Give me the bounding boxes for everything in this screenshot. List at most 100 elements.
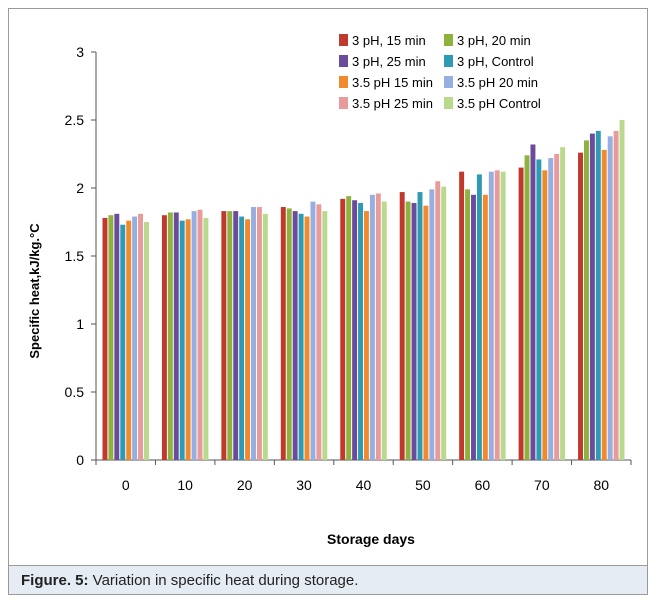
x-tick-label: 80 xyxy=(593,477,609,493)
bar xyxy=(536,159,542,460)
legend-entry: 3.5 pH Control xyxy=(457,96,541,111)
legend-entry: 3.5 pH 20 min xyxy=(457,75,538,90)
bar xyxy=(381,201,387,460)
bar xyxy=(435,181,441,460)
bar xyxy=(167,212,173,460)
bar xyxy=(221,211,227,460)
bar xyxy=(298,213,304,460)
bar xyxy=(607,136,613,460)
bar xyxy=(476,174,482,460)
bar xyxy=(316,204,322,460)
bar xyxy=(132,216,138,460)
caption-text: Variation in specific heat during storag… xyxy=(88,572,359,589)
figure-frame: 0 0.5 1 1.5 2 2.5 3 0 10 20 30 40 50 60 70 80 3 pH, 15 … xyxy=(8,8,648,592)
legend-swatch xyxy=(339,97,348,109)
bar xyxy=(560,147,566,460)
bar xyxy=(203,217,209,460)
bar xyxy=(542,170,548,460)
bar xyxy=(411,202,417,460)
y-tick-label: 1 xyxy=(76,316,84,332)
bar xyxy=(191,211,197,460)
bar xyxy=(375,193,381,460)
legend-swatch xyxy=(444,76,453,88)
bar xyxy=(429,189,435,461)
y-tick-label: 3 xyxy=(76,44,84,60)
chart-legend: 3 pH, 15 min 3 pH, 20 min 3 pH, 25 min 3 pH… xyxy=(339,33,541,111)
bar xyxy=(548,158,554,460)
legend-swatch xyxy=(444,34,453,46)
bar xyxy=(578,152,583,460)
bar xyxy=(245,219,251,460)
bar xyxy=(459,171,465,460)
bar xyxy=(601,149,607,461)
bar xyxy=(179,220,185,460)
x-tick-label: 10 xyxy=(177,477,193,493)
x-tick-label: 50 xyxy=(415,477,431,493)
legend-entry: 3.5 pH 15 min xyxy=(352,75,433,90)
bar xyxy=(126,220,132,460)
bar xyxy=(161,215,167,460)
y-tick-label: 2.5 xyxy=(65,112,85,128)
bar xyxy=(589,133,595,460)
bar xyxy=(500,171,506,460)
bar xyxy=(613,130,619,460)
bar xyxy=(518,167,524,460)
bar xyxy=(346,196,352,460)
bar xyxy=(233,211,239,460)
bar xyxy=(488,171,494,460)
bar xyxy=(619,120,625,460)
bar xyxy=(471,194,476,461)
bar xyxy=(144,222,149,460)
x-tick-label: 70 xyxy=(534,477,550,493)
legend-entry: 3.5 pH 25 min xyxy=(352,96,433,111)
bar xyxy=(280,207,286,460)
bar xyxy=(286,208,292,460)
bar xyxy=(239,216,245,460)
legend-swatch xyxy=(339,76,348,88)
figure-caption: Figure. 5: Variation in specific heat du… xyxy=(8,565,648,595)
bar xyxy=(227,211,233,460)
bar xyxy=(310,201,316,460)
x-tick-label: 60 xyxy=(475,477,491,493)
bar xyxy=(138,213,144,460)
bar-chart: 00.511.522.530 10 20 30 40 50 60 70 80 3 pH, 15 … xyxy=(27,33,632,547)
bar xyxy=(399,192,405,460)
bar xyxy=(482,194,488,461)
legend-entry: 3 pH, 20 min xyxy=(457,33,531,48)
bar xyxy=(197,209,203,460)
bar xyxy=(120,224,126,460)
y-axis-label: Specific heat,kJ/kg.°C xyxy=(27,223,42,359)
bar xyxy=(524,155,530,461)
bar xyxy=(108,215,114,460)
bar xyxy=(262,213,268,460)
bar xyxy=(465,189,471,461)
x-tick-label: 30 xyxy=(296,477,312,493)
chart-axes: 00.511.522.530 10 20 30 40 50 60 70 80 xyxy=(65,44,632,493)
legend-entry: 3 pH, 25 min xyxy=(352,54,426,69)
y-tick-label: 0 xyxy=(76,452,84,468)
bar xyxy=(494,170,500,460)
legend-entry: 3 pH, Control xyxy=(457,54,534,69)
chart-bars xyxy=(102,120,625,461)
y-tick-label: 2 xyxy=(76,180,84,196)
legend-swatch xyxy=(339,55,348,67)
bar xyxy=(423,205,429,460)
x-axis-label: Storage days xyxy=(327,531,415,547)
x-tick-label: 20 xyxy=(237,477,253,493)
x-tick-label: 40 xyxy=(356,477,372,493)
legend-swatch xyxy=(339,34,348,46)
bar xyxy=(583,140,589,460)
bar xyxy=(304,216,310,460)
legend-entry: 3 pH, 15 min xyxy=(352,33,426,48)
legend-swatch xyxy=(444,55,453,67)
bar xyxy=(185,219,191,460)
legend-swatch xyxy=(444,97,453,109)
bar xyxy=(102,217,108,460)
bar xyxy=(251,207,256,460)
y-tick-label: 1.5 xyxy=(65,248,85,264)
x-tick-label: 0 xyxy=(122,477,130,493)
bar xyxy=(358,202,363,460)
bar xyxy=(595,130,601,460)
bar xyxy=(352,200,358,461)
caption-label: Figure. 5: xyxy=(21,572,89,589)
